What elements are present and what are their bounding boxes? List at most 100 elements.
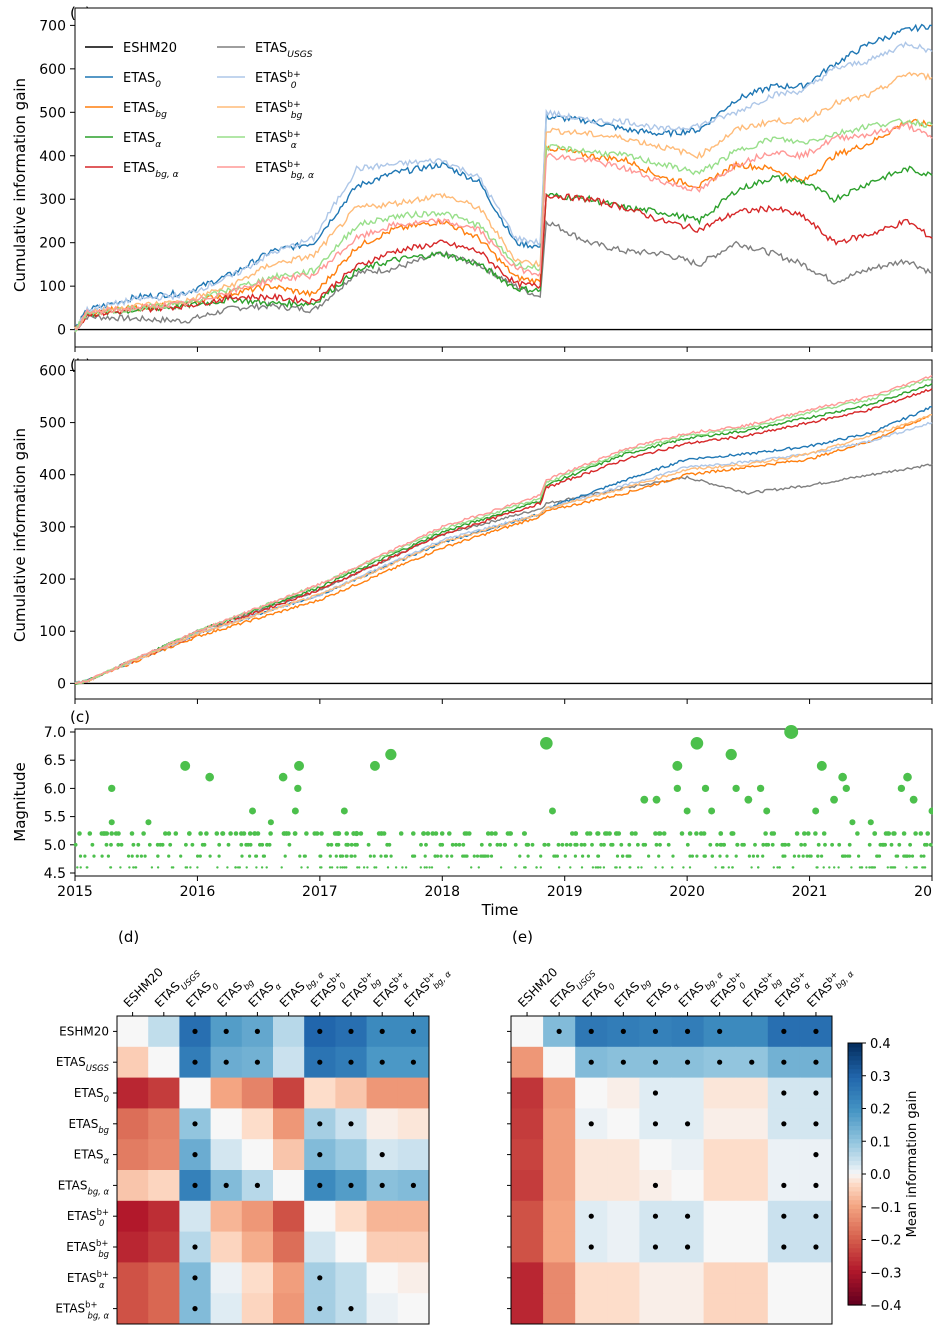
series-line-ETASbgb: [74, 71, 933, 331]
quake-point: [599, 842, 604, 847]
quake-point: [73, 842, 78, 847]
significance-dot: [254, 1028, 260, 1034]
x-tick-label: 2021: [792, 884, 828, 900]
heatmap-cell: [148, 1077, 180, 1109]
quake-point: [436, 854, 440, 858]
significance-dot: [317, 1121, 323, 1127]
heatmap-cell: [511, 1139, 544, 1171]
quake-point: [625, 854, 629, 858]
quake-point: [498, 842, 503, 847]
quake-point: [198, 831, 203, 836]
quake-point: [546, 842, 551, 847]
quake-point: [599, 866, 602, 869]
quake-point: [846, 854, 850, 858]
colorbar-segment: [848, 1278, 862, 1284]
quake-point: [479, 854, 483, 858]
heatmap-frame: [510, 1015, 833, 1325]
quake-point: [217, 854, 221, 858]
significance-dot: [652, 1182, 659, 1188]
heatmap-cell: [210, 1262, 243, 1294]
quake-point: [268, 831, 273, 836]
quake-point: [445, 854, 449, 858]
significance-dot: [192, 1028, 198, 1034]
heatmap-cell: [273, 1293, 305, 1325]
significance-dot: [379, 1059, 385, 1065]
heatmap-cell: [241, 1139, 274, 1171]
y-tick-label-ETASbga: ETASbg, α: [58, 1178, 110, 1196]
quake-point: [353, 830, 360, 837]
significance-dot: [348, 1121, 354, 1127]
significance-dot: [813, 1244, 819, 1250]
series-line-ETASbg: [74, 414, 932, 686]
quake-point: [77, 831, 82, 836]
quake-point: [614, 831, 620, 836]
quake-point: [837, 842, 842, 847]
quake-point: [701, 784, 710, 793]
quake-point: [907, 854, 912, 858]
heatmap-cell: [607, 1108, 640, 1140]
quake-point: [447, 866, 450, 869]
colorbar-segment: [848, 1248, 862, 1254]
quake-point: [236, 866, 240, 869]
quake-point: [319, 831, 324, 836]
y-tick-label: 400: [39, 149, 66, 165]
quake-point: [168, 842, 173, 847]
quake-point: [233, 831, 239, 836]
quake-point: [921, 866, 924, 869]
panel-d-heatmap: ESHM20ESHM20ETASUSGSETASUSGSETAS0ETAS0ET…: [55, 965, 453, 1325]
y-tick-label-ETASa: ETASα: [74, 1148, 110, 1166]
quake-point: [877, 854, 882, 858]
series-line-ETASbgab: [74, 122, 933, 330]
quake-point: [840, 854, 845, 858]
quake-point: [688, 854, 692, 858]
quake-point: [621, 854, 625, 858]
quake-point: [430, 831, 436, 836]
colorbar-segment: [848, 1187, 862, 1193]
quake-point: [729, 831, 735, 836]
heatmap-cell: [671, 1262, 705, 1294]
heatmap-cell: [335, 1077, 368, 1109]
panel-c: (c) 4.5 5.0 5.5 6.0 6.5 7.0 2015 2016 2017 2018 20…: [11, 708, 933, 919]
heatmap-cell: [543, 1262, 576, 1294]
colorbar-segment: [848, 1178, 862, 1184]
heatmap-cell: [366, 1077, 399, 1109]
heatmap-cell: [273, 1046, 305, 1079]
quake-point: [261, 854, 265, 858]
quake-point: [784, 725, 799, 739]
quake-point: [799, 842, 804, 847]
heatmap-cell: [366, 1200, 399, 1233]
quake-point: [143, 854, 147, 858]
quake-point: [145, 819, 152, 826]
quake-point: [690, 854, 695, 858]
quake-point: [820, 854, 824, 858]
significance-dot: [379, 1152, 385, 1158]
quake-point: [568, 842, 573, 847]
significance-dot: [813, 1121, 819, 1127]
series-line-ETASab: [74, 118, 933, 333]
quake-point: [727, 866, 730, 869]
quake-point: [493, 831, 498, 836]
quake-point: [485, 831, 491, 836]
significance-dot: [684, 1028, 691, 1034]
quake-point: [901, 831, 907, 836]
quake-point: [666, 842, 671, 847]
colorbar-segment: [848, 1086, 862, 1092]
quake-point: [569, 866, 572, 869]
quake-point: [710, 854, 715, 858]
heatmap-cell: [117, 1046, 149, 1079]
heatmap-cell: [671, 1139, 705, 1171]
heatmap-cell: [397, 1293, 430, 1325]
quake-point: [904, 854, 908, 858]
quake-point: [629, 866, 632, 869]
heatmap-cell: [735, 1170, 769, 1202]
quake-point: [457, 842, 462, 847]
quake-point: [425, 831, 431, 836]
quake-point: [897, 842, 902, 847]
quake-point: [147, 842, 152, 847]
series-line-ETAS0b: [74, 41, 933, 332]
quake-point: [425, 866, 428, 869]
quake-point: [379, 831, 385, 836]
x-tick-label-ETASab: ETASb+α: [771, 969, 816, 1014]
colorbar-segment: [848, 1056, 862, 1062]
quake-point: [196, 866, 199, 869]
